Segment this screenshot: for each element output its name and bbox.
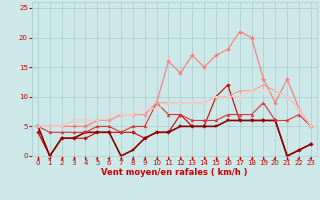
X-axis label: Vent moyen/en rafales ( km/h ): Vent moyen/en rafales ( km/h ) (101, 168, 248, 177)
